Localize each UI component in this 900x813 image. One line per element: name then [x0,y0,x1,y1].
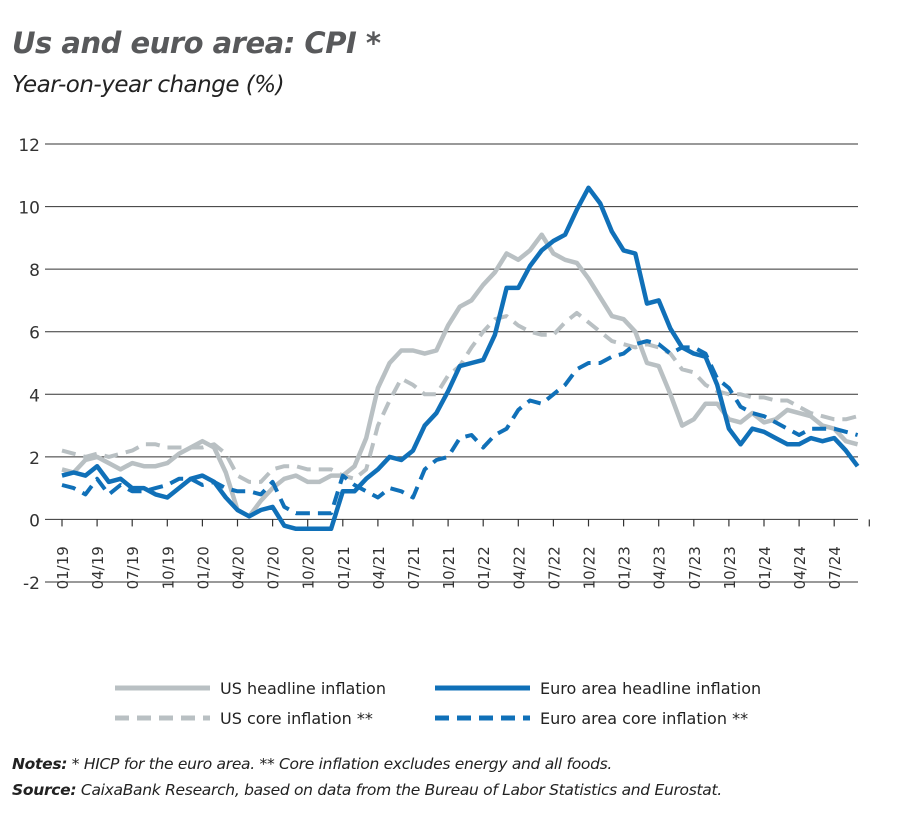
chart-notes: Notes: * HICP for the euro area. ** Core… [12,751,722,803]
x-tick-label: 10/23 [721,546,739,589]
y-tick-label: 6 [29,324,40,344]
x-tick-label: 04/22 [510,546,528,589]
x-tick-label: 01/24 [756,546,774,589]
x-tick-label: 04/24 [791,546,809,589]
x-tick-label: 10/20 [300,546,318,589]
x-tick-label: 04/19 [89,546,107,589]
series-line-1 [61,185,860,532]
legend-label: Euro area headline inflation [540,679,761,698]
y-tick-label: 0 [29,511,40,531]
x-tick-label: 04/23 [651,546,669,589]
chart-title: Us and euro area: CPI * [12,26,381,60]
x-tick-label: 07/22 [545,546,563,589]
series-line-3 [61,339,859,516]
chart-subtitle: Year-on-year change (%) [12,72,285,98]
x-tick-label: 01/19 [54,546,72,589]
legend-label: Euro area core inflation ** [540,709,748,728]
x-tick-label: 10/21 [440,546,458,589]
legend-label: US headline inflation [220,679,386,698]
notes-text: * HICP for the euro area. ** Core inflat… [67,755,613,773]
x-tick-label: 07/21 [405,546,423,589]
x-tick-label: 07/23 [686,546,704,589]
x-tick-label: 10/19 [159,546,177,589]
series-line-0 [61,232,859,519]
x-tick-label: 01/22 [475,546,493,589]
y-tick-label: 12 [18,136,40,156]
x-tick-label: 01/20 [194,546,212,589]
x-tick-label: 07/20 [265,546,283,589]
legend-label: US core inflation ** [220,709,373,728]
x-tick-label: 10/22 [581,546,599,589]
y-tick-label: 2 [29,449,40,469]
x-tick-label: 01/21 [335,546,353,589]
y-tick-label: 4 [29,386,40,406]
source-label: Source: [12,781,77,799]
x-tick-label: 04/20 [230,546,248,589]
x-tick-label: 07/24 [826,546,844,589]
x-tick-label: 04/21 [370,546,388,589]
y-tick-label: -2 [23,574,40,594]
x-tick-label: 01/23 [616,546,634,589]
notes-label: Notes: [12,755,68,773]
x-tick-label: 07/19 [124,546,142,589]
y-tick-label: 10 [18,199,40,219]
source-text: CaixaBank Research, based on data from t… [76,781,722,799]
y-tick-label: 8 [29,261,40,281]
